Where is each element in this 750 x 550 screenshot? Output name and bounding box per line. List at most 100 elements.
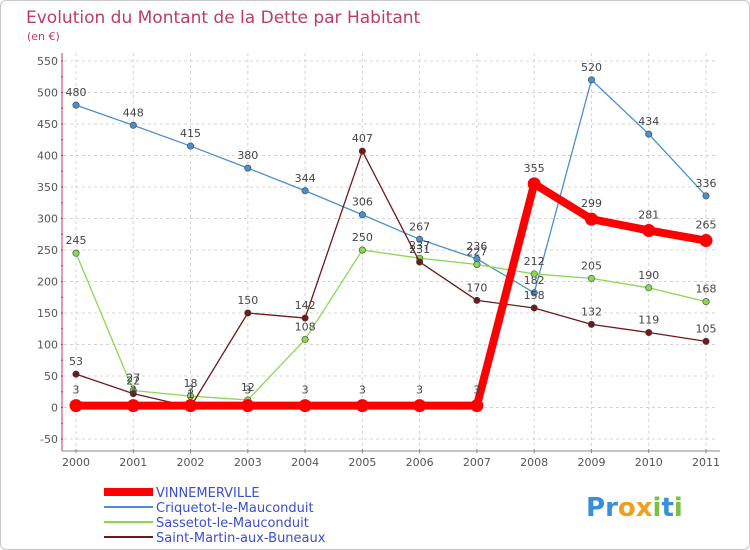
data-label: 3	[416, 384, 423, 397]
data-label: 108	[295, 320, 316, 333]
data-label: 267	[409, 220, 430, 233]
y-tick-label: 50	[44, 370, 58, 383]
data-point	[241, 399, 255, 413]
logo-letter: i	[674, 493, 683, 523]
data-label: 448	[123, 106, 144, 119]
data-point	[129, 390, 137, 398]
y-tick-label: 300	[37, 213, 58, 226]
data-point	[530, 270, 538, 278]
data-point	[416, 235, 424, 243]
data-point	[527, 177, 541, 191]
data-point	[72, 370, 80, 378]
y-tick-label: 550	[37, 55, 58, 68]
data-label: 3	[302, 384, 309, 397]
data-point	[416, 258, 424, 266]
series-line	[75, 79, 707, 294]
logo-letter: o	[618, 493, 636, 523]
data-label: 480	[66, 86, 87, 99]
data-point	[473, 296, 481, 304]
y-tick-label: 250	[37, 244, 58, 257]
data-point	[358, 147, 366, 155]
y-tick-label: 200	[37, 276, 58, 289]
series: 4804484153803443062672361825204343362452…	[66, 61, 717, 413]
logo-letter: P	[586, 493, 605, 523]
data-point	[645, 329, 653, 337]
y-tick-label: 100	[37, 339, 58, 352]
data-point	[530, 304, 538, 312]
series-saint-martin-aux-buneaux: 53 22 1 150 142 407 231 170 158 132 119 105	[69, 132, 717, 411]
data-point	[470, 399, 484, 413]
data-point	[184, 399, 198, 413]
data-label: 142	[295, 299, 316, 312]
data-label: 205	[581, 259, 602, 272]
data-label: 227	[466, 245, 487, 258]
data-label: 168	[696, 283, 717, 296]
data-label: 415	[180, 127, 201, 140]
legend-label: Criquetot-le-Mauconduit	[156, 501, 314, 516]
series-vinnemerville: 3 3 3 3 3 3 3 3 355 299 281 265	[69, 162, 717, 413]
y-tick-label: 400	[37, 150, 58, 163]
x-tick-label: 2007	[463, 456, 491, 469]
y-tick-label: 450	[37, 118, 58, 131]
data-point	[358, 246, 366, 254]
data-label: 3	[244, 384, 251, 397]
data-point	[298, 399, 312, 413]
data-point	[699, 234, 713, 248]
legend-label: VINNEMERVILLE	[156, 486, 260, 501]
data-point	[72, 249, 80, 257]
axes: -50 0 50 100 150 200 250 300 350 400 450 500 550 2000…	[37, 53, 720, 469]
data-point	[645, 284, 653, 292]
data-point	[587, 320, 595, 328]
data-label: 132	[581, 305, 602, 318]
data-label: 18	[184, 377, 198, 390]
data-point	[301, 187, 309, 195]
y-tick-label: 150	[37, 307, 58, 320]
grid	[64, 53, 718, 449]
data-label: 190	[638, 269, 659, 282]
data-label: 170	[466, 281, 487, 294]
data-point	[645, 130, 653, 138]
data-label: 3	[73, 384, 80, 397]
data-point	[473, 260, 481, 268]
data-label: 27	[126, 371, 140, 384]
x-tick-label: 2001	[119, 456, 147, 469]
chart-title: Evolution du Montant de la Dette par Hab…	[26, 8, 421, 28]
legend-label: Saint-Martin-aux-Buneaux	[156, 531, 326, 546]
data-label: 53	[69, 355, 83, 368]
data-label: 407	[352, 132, 373, 145]
data-label: 12	[241, 381, 255, 394]
data-label: 434	[638, 115, 659, 128]
series-sassetot-le-mauconduit: 245 27 18 12 108 250 237 227 212 205 190 168	[66, 231, 717, 404]
data-point	[301, 314, 309, 322]
series-line	[75, 150, 707, 408]
series-line	[76, 179, 707, 410]
data-label: 3	[359, 384, 366, 397]
y-tick-label: 0	[51, 402, 58, 415]
data-point	[642, 223, 656, 237]
data-label: 182	[524, 274, 545, 287]
data-label: 336	[696, 177, 717, 190]
y-tick-label: 500	[37, 87, 58, 100]
data-label: 212	[524, 255, 545, 268]
x-tick-label: 2003	[234, 456, 262, 469]
x-tick-label: 2005	[348, 456, 376, 469]
data-point	[72, 101, 80, 109]
data-label: 520	[581, 61, 602, 74]
data-label: 1	[187, 388, 194, 401]
data-label: 344	[295, 172, 316, 185]
data-point	[587, 274, 595, 282]
y-tick-label: -50	[40, 433, 58, 446]
data-point	[584, 212, 598, 226]
x-tick-label: 2010	[635, 456, 663, 469]
legend-label: Sassetot-le-Mauconduit	[156, 516, 309, 531]
data-label: 281	[638, 208, 659, 221]
data-point	[129, 121, 137, 129]
x-tick-label: 2011	[692, 456, 720, 469]
proxiti-logo: Proxiti	[586, 493, 683, 523]
x-tick-label: 2006	[406, 456, 434, 469]
data-label: 380	[237, 149, 258, 162]
data-label: 231	[409, 243, 430, 256]
data-point	[244, 164, 252, 172]
